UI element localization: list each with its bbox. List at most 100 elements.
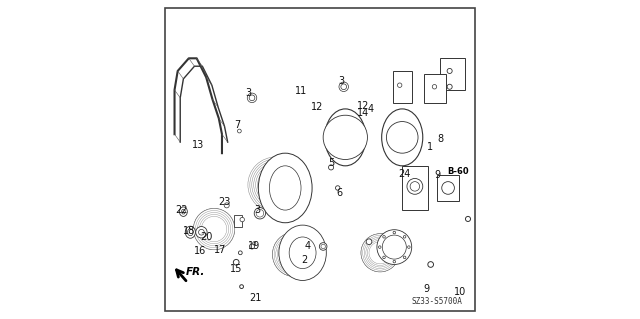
Circle shape: [321, 244, 325, 249]
Circle shape: [367, 240, 393, 265]
Circle shape: [255, 165, 296, 205]
Circle shape: [196, 226, 207, 238]
Circle shape: [333, 125, 358, 150]
Text: 2: 2: [301, 255, 308, 265]
Circle shape: [263, 172, 289, 197]
Circle shape: [323, 115, 367, 160]
Circle shape: [250, 159, 301, 211]
Circle shape: [339, 82, 348, 92]
Text: 20: 20: [200, 232, 212, 242]
Circle shape: [209, 223, 220, 235]
Circle shape: [369, 242, 391, 264]
Circle shape: [393, 260, 396, 263]
Circle shape: [252, 161, 300, 209]
Text: 14: 14: [357, 108, 369, 118]
Text: 4: 4: [367, 104, 374, 114]
Circle shape: [250, 244, 255, 249]
Circle shape: [200, 214, 228, 244]
Circle shape: [193, 209, 235, 250]
Circle shape: [335, 186, 340, 190]
Circle shape: [234, 259, 239, 265]
Ellipse shape: [179, 207, 188, 216]
Circle shape: [383, 256, 385, 259]
Circle shape: [361, 234, 399, 272]
Text: 9: 9: [424, 284, 430, 293]
Circle shape: [403, 256, 406, 259]
Circle shape: [253, 242, 256, 245]
Bar: [424, 74, 447, 103]
Circle shape: [203, 218, 225, 240]
Text: SZ33-S5700A: SZ33-S5700A: [412, 297, 463, 306]
Circle shape: [239, 285, 243, 288]
Circle shape: [373, 246, 387, 260]
Circle shape: [377, 250, 383, 256]
Circle shape: [276, 235, 314, 273]
Ellipse shape: [381, 109, 423, 166]
Circle shape: [198, 212, 230, 246]
Text: 1: 1: [427, 142, 433, 152]
Circle shape: [280, 240, 309, 269]
Circle shape: [274, 234, 316, 275]
Text: 24: 24: [398, 169, 410, 179]
Circle shape: [393, 128, 412, 147]
Text: 12: 12: [310, 102, 323, 112]
Circle shape: [277, 237, 312, 272]
Circle shape: [364, 237, 396, 269]
Circle shape: [256, 210, 264, 217]
Text: 17: 17: [214, 245, 227, 255]
Circle shape: [447, 84, 452, 89]
Ellipse shape: [182, 209, 186, 214]
Circle shape: [193, 209, 235, 250]
Circle shape: [319, 243, 327, 250]
Bar: [234, 215, 242, 227]
Circle shape: [212, 226, 216, 232]
Text: FR.: FR.: [186, 267, 205, 277]
Text: 19: 19: [248, 241, 260, 251]
Bar: [437, 175, 459, 201]
Circle shape: [273, 212, 278, 217]
Circle shape: [383, 235, 385, 238]
Text: 23: 23: [218, 197, 230, 207]
Text: 3: 3: [338, 76, 344, 86]
Circle shape: [272, 181, 280, 189]
Circle shape: [280, 240, 309, 269]
Circle shape: [382, 235, 406, 259]
Ellipse shape: [279, 225, 326, 280]
Circle shape: [369, 241, 392, 264]
Bar: [402, 166, 428, 210]
Bar: [440, 58, 465, 90]
Text: 11: 11: [295, 85, 307, 96]
Circle shape: [366, 239, 394, 267]
Text: 4: 4: [304, 241, 310, 251]
Circle shape: [465, 216, 470, 221]
Text: 8: 8: [438, 134, 444, 144]
Text: 12: 12: [358, 101, 370, 111]
Text: 6: 6: [337, 188, 342, 198]
Circle shape: [224, 203, 229, 208]
Text: B-60: B-60: [447, 167, 469, 176]
Text: 18: 18: [182, 226, 195, 236]
Circle shape: [260, 169, 292, 201]
Ellipse shape: [269, 166, 301, 210]
Circle shape: [273, 232, 317, 277]
Ellipse shape: [324, 109, 366, 166]
Text: 15: 15: [230, 263, 243, 274]
Circle shape: [276, 236, 313, 273]
Circle shape: [254, 208, 266, 219]
Circle shape: [253, 163, 298, 207]
Circle shape: [328, 165, 333, 170]
Circle shape: [292, 252, 297, 256]
Text: 3: 3: [245, 88, 251, 98]
Ellipse shape: [188, 229, 193, 236]
Circle shape: [410, 182, 420, 191]
Circle shape: [442, 182, 454, 194]
Circle shape: [237, 129, 241, 133]
Circle shape: [428, 262, 433, 267]
Ellipse shape: [186, 226, 195, 238]
Circle shape: [268, 177, 284, 193]
Text: 21: 21: [249, 293, 261, 303]
Text: 10: 10: [454, 287, 466, 297]
Circle shape: [198, 213, 230, 245]
Circle shape: [365, 238, 396, 268]
Circle shape: [408, 246, 410, 249]
